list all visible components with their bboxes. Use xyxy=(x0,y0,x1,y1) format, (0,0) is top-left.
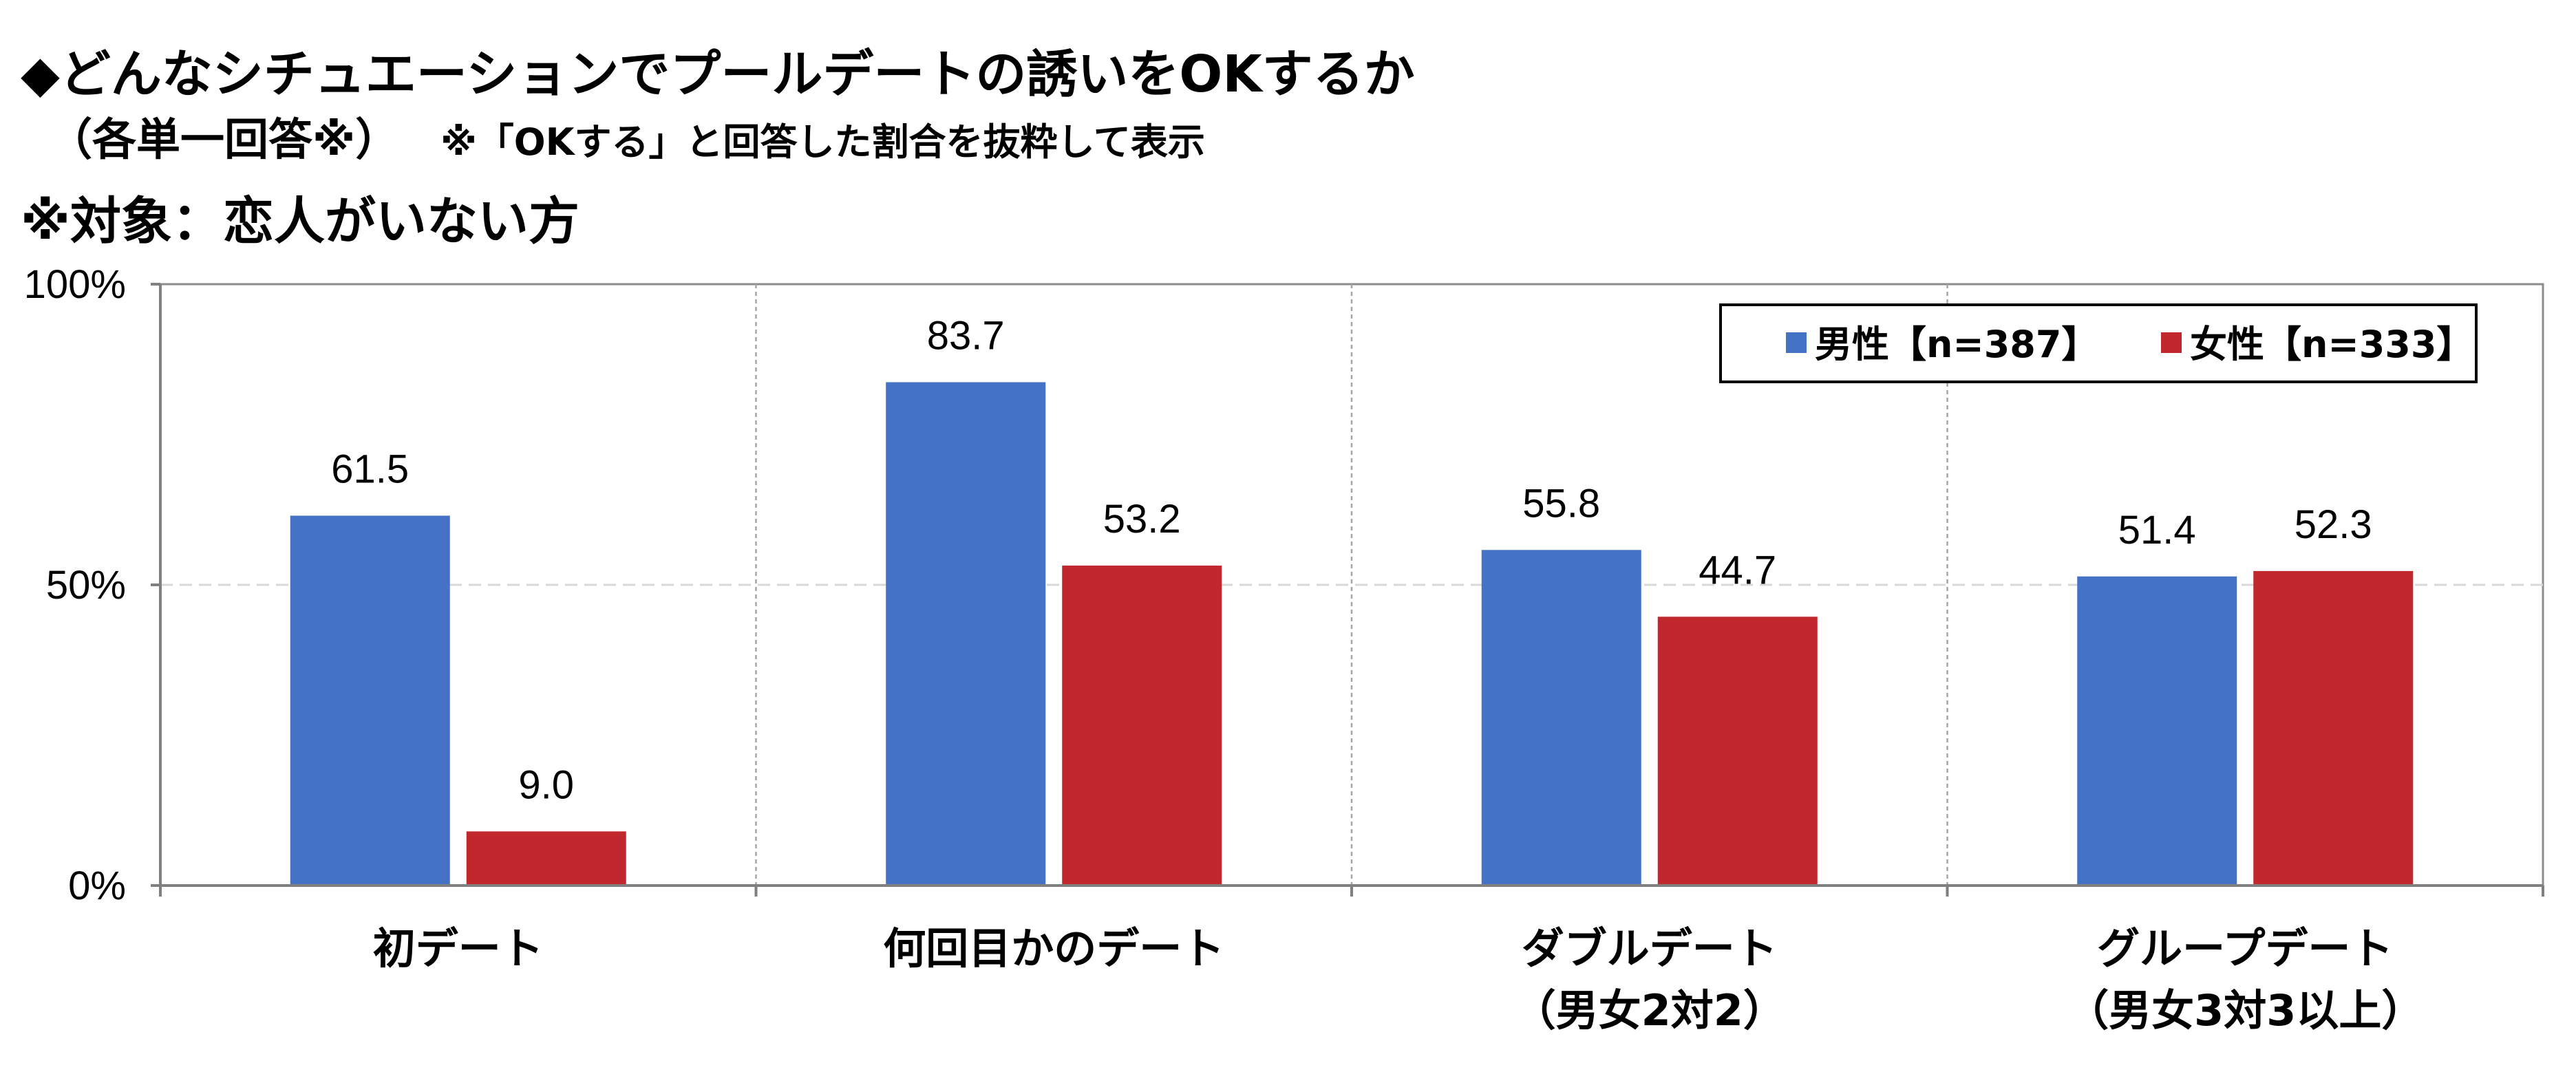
y-tick-label: 0% xyxy=(68,864,126,908)
data-label: 83.7 xyxy=(927,313,1005,358)
bar-female-1 xyxy=(1062,566,1222,886)
chart-subtitle: （各単一回答※） ※「OKする」と回答した割合を抜粋して表示 xyxy=(48,105,1205,168)
legend-label-male: 男性【n=387】 xyxy=(1815,323,2098,366)
bar-male-2 xyxy=(1481,550,1641,886)
bar-female-2 xyxy=(1657,616,1818,886)
data-label: 53.2 xyxy=(1103,497,1181,542)
axes: 0% 50% 100% xyxy=(24,262,2544,908)
category-label: ダブルデート xyxy=(1522,923,1778,974)
legend-swatch-male xyxy=(1786,332,1807,353)
data-label: 51.4 xyxy=(2118,508,2196,553)
data-labels: 61.5 9.0 83.7 53.2 55.8 44.7 51.4 52.3 xyxy=(331,313,2372,807)
category-labels: 初デート 何回目かのデート ダブルデート （男女2対2） グループデート （男女3対3以上… xyxy=(373,923,2425,1036)
bar-female-3 xyxy=(2253,570,2414,886)
data-label: 9.0 xyxy=(518,762,574,807)
bar-male-3 xyxy=(2077,576,2237,886)
data-label: 52.3 xyxy=(2295,502,2372,547)
bar-male-1 xyxy=(886,382,1046,886)
legend-box xyxy=(1719,303,2478,383)
subtitle-note: ※「OKする」と回答した割合を抜粋して表示 xyxy=(440,120,1205,164)
target-note: ※対象：恋人がいない方 xyxy=(21,192,579,251)
data-label: 44.7 xyxy=(1699,548,1776,592)
category-label: 初デート xyxy=(373,923,544,974)
category-label: 何回目かのデート xyxy=(883,923,1224,974)
legend: 男性【n=387】 女性【n=333】 xyxy=(1719,303,2478,383)
bars xyxy=(290,382,2414,886)
category-label: グループデート xyxy=(2097,923,2393,974)
bar-female-0 xyxy=(466,831,626,886)
y-tick-label: 100% xyxy=(24,262,126,307)
category-label: （男女3対3以上） xyxy=(2066,985,2424,1036)
bar-male-0 xyxy=(290,515,450,886)
data-label: 61.5 xyxy=(331,447,409,491)
chart-title: ◆どんなシチュエーションでプールデートの誘いをOKするか xyxy=(21,45,1415,104)
category-label: （男女2対2） xyxy=(1513,985,1786,1036)
y-tick-label: 50% xyxy=(46,563,126,608)
data-label: 55.8 xyxy=(1522,481,1600,526)
subtitle-text: （各単一回答※） xyxy=(48,115,400,166)
legend-label-female: 女性【n=333】 xyxy=(2190,323,2473,366)
legend-swatch-female xyxy=(2161,332,2182,353)
